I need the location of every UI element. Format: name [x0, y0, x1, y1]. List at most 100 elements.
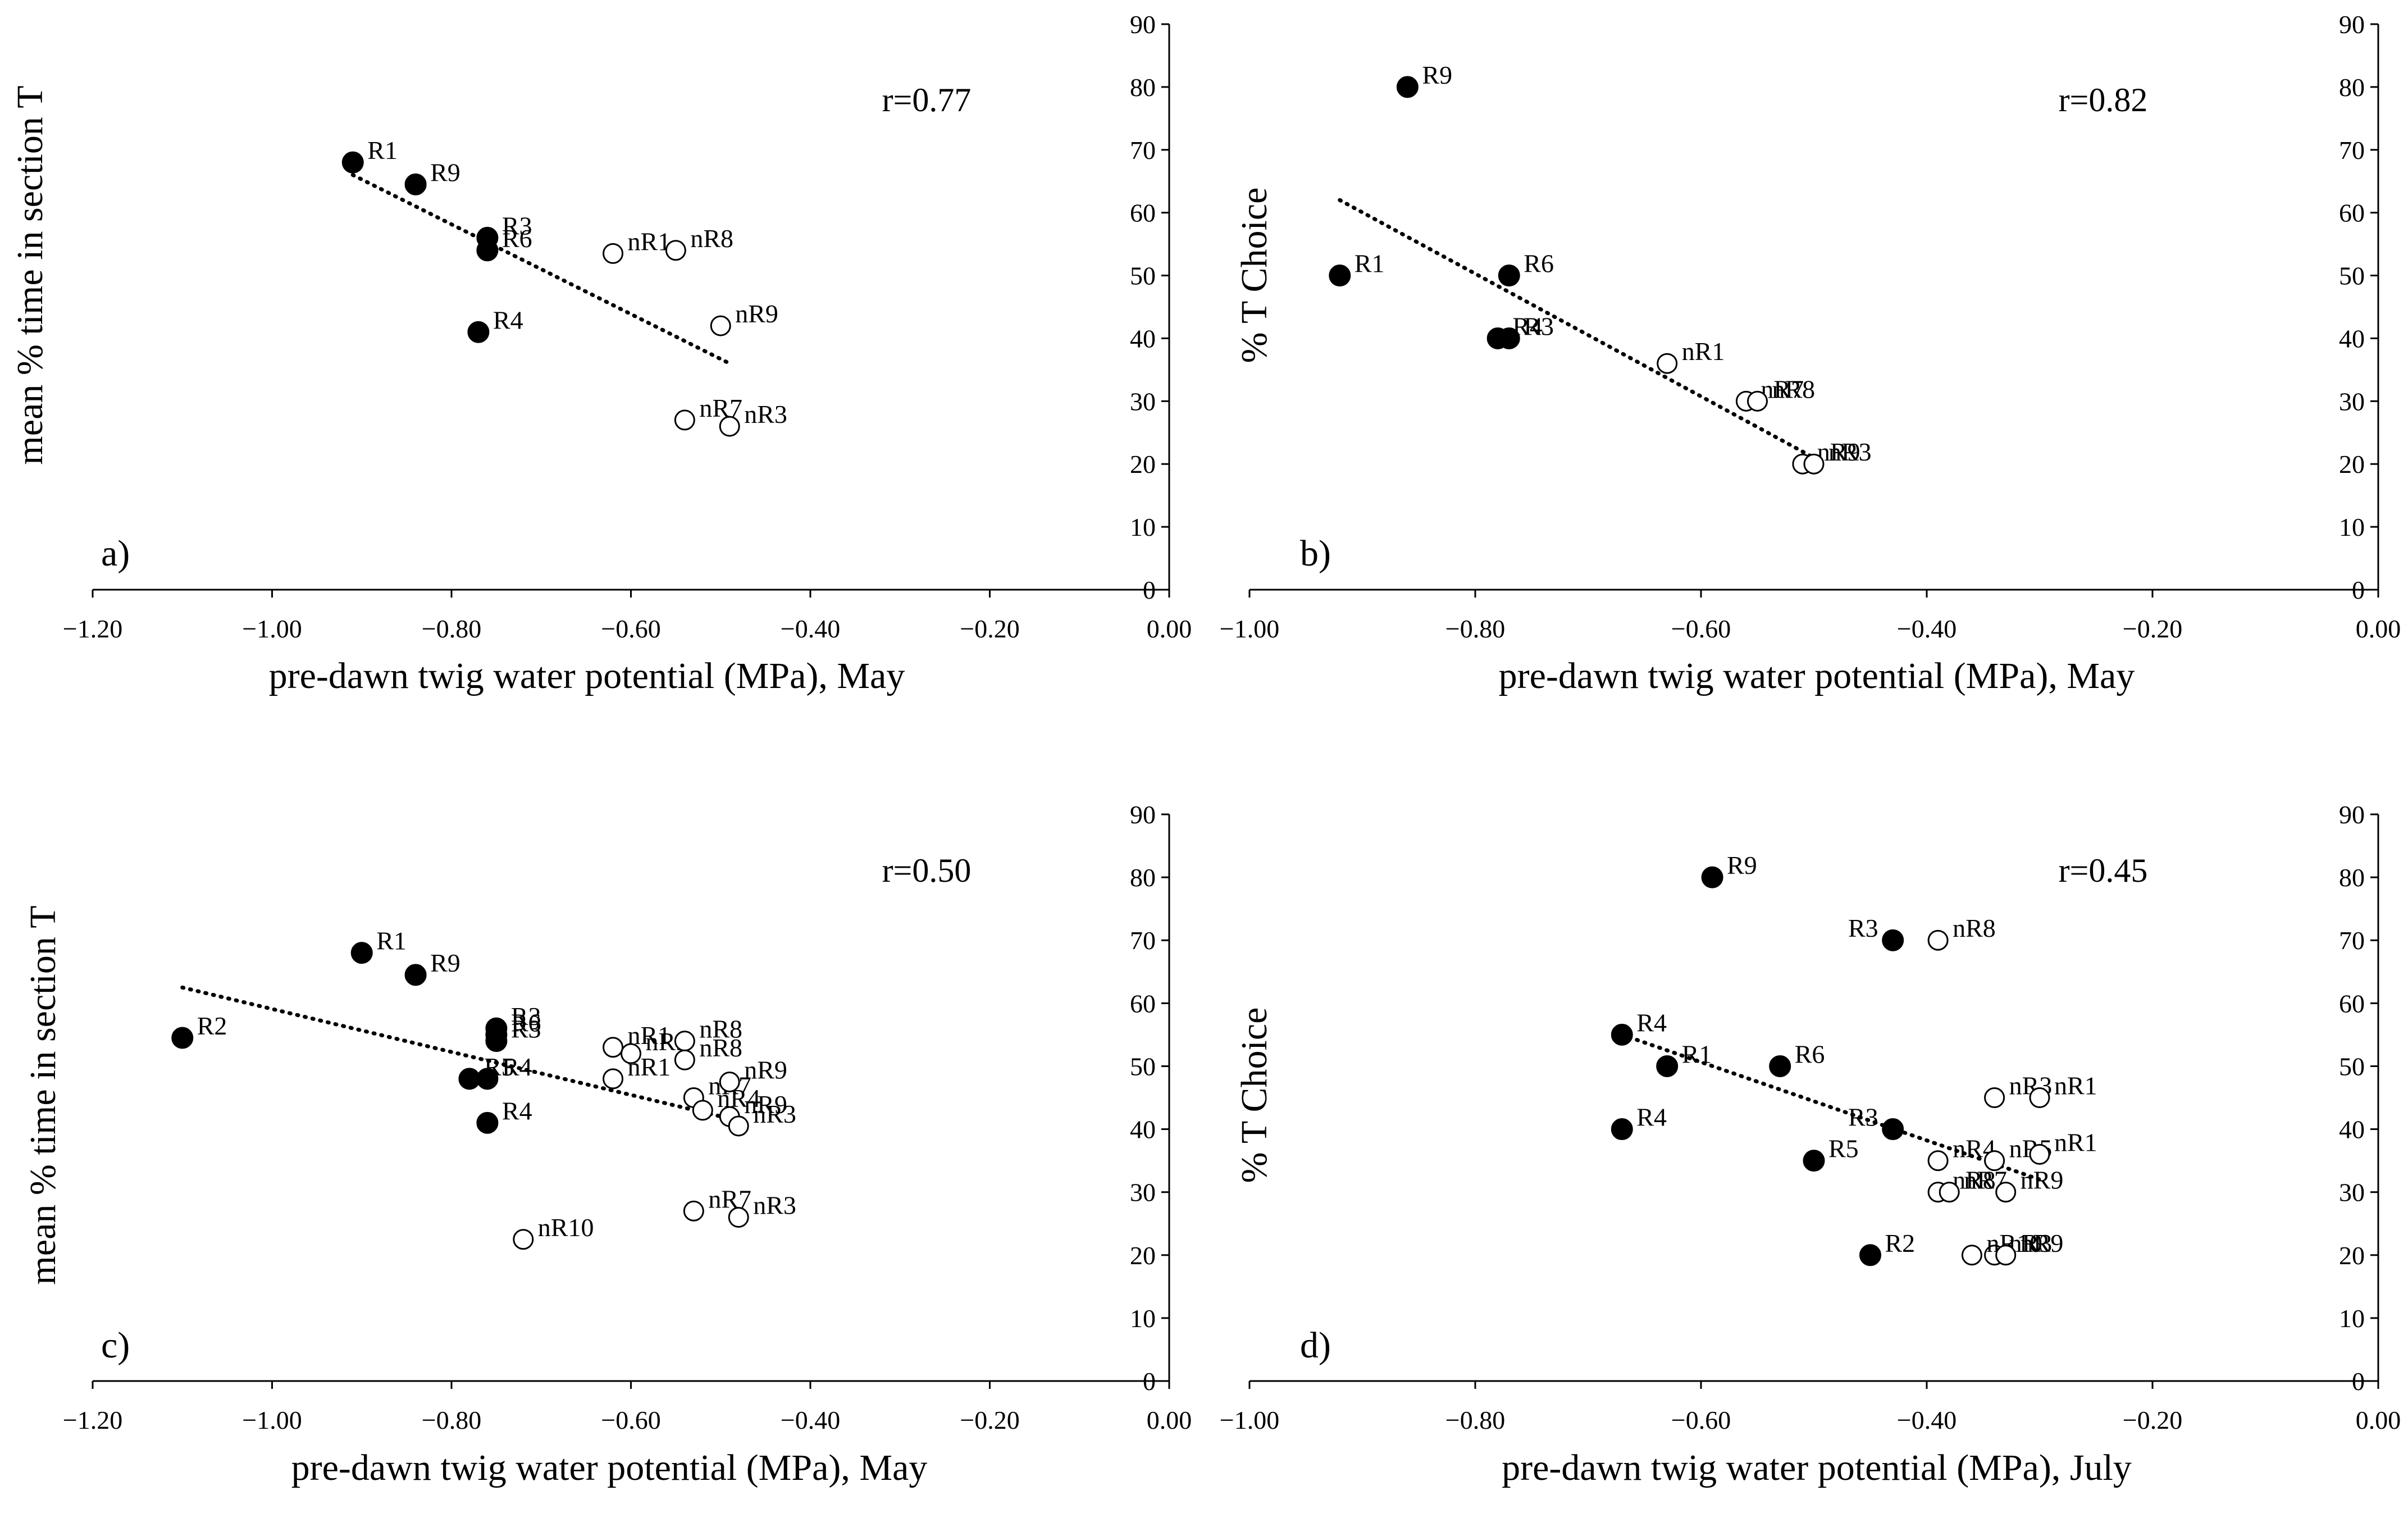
point-label: nR1 — [628, 227, 671, 256]
point-label: nR7 — [1761, 375, 1804, 403]
x-tick-label: −1.00 — [242, 614, 302, 643]
point-label: nR9 — [1817, 438, 1860, 466]
y-tick-label: 60 — [2339, 199, 2365, 227]
y-tick-label: 10 — [2339, 1304, 2365, 1333]
y-tick-label: 20 — [1130, 1241, 1156, 1270]
y-tick-label: 10 — [1130, 513, 1156, 541]
point-label: R2 — [1885, 1229, 1916, 1257]
point-label: nR8 — [1953, 1166, 1996, 1195]
y-tick-label: 40 — [1130, 324, 1156, 353]
y-tick-label: 90 — [1130, 10, 1156, 39]
data-point-nr8 — [1927, 929, 1949, 951]
y-tick-label: 60 — [1130, 989, 1156, 1018]
panel-c: −1.20 −1.00 −0.80 −0.60 −0.40 −0.20 0.00 0 10 20 3… — [22, 800, 1192, 1488]
point-label: nR9 — [2021, 1229, 2064, 1257]
x-tick-label: −1.00 — [1220, 614, 1279, 643]
x-tick-label: −0.80 — [1445, 1406, 1505, 1434]
panel-letter: c) — [101, 1325, 130, 1366]
trendline — [1338, 198, 1816, 460]
y-tick-label: 60 — [2339, 989, 2365, 1018]
point-label: R9 — [1422, 61, 1452, 89]
x-tick-label: −1.20 — [63, 1406, 122, 1434]
y-axis-label: % T Choice — [1234, 188, 1275, 363]
data-point-nr9 — [719, 1071, 740, 1092]
data-point-nr7 — [1939, 1182, 1960, 1203]
data-point-r3 — [1882, 1118, 1904, 1141]
y-tick-label: 50 — [2339, 262, 2365, 290]
point-label: R4 — [502, 1052, 532, 1081]
data-point-nr8 — [674, 1049, 695, 1070]
x-tick-label: −0.40 — [1897, 614, 1956, 643]
y-tick-label: 0 — [1143, 1367, 1156, 1396]
point-label: R1 — [367, 136, 398, 165]
point-label: nR8 — [1953, 914, 1996, 942]
y-tick-label: 70 — [1130, 136, 1156, 165]
trendline — [1620, 1032, 2042, 1182]
correlation-label: r=0.45 — [2059, 852, 2148, 889]
data-point-nr4 — [692, 1100, 713, 1121]
x-tick-label: −0.20 — [2123, 1406, 2182, 1434]
data-point-nr8 — [665, 240, 686, 261]
point-label: R6 — [1795, 1040, 1825, 1068]
panel-b: −1.00 −0.80 −0.60 −0.40 −0.20 0.00 0 10 20 30 40 50… — [1220, 10, 2401, 696]
data-point-nr1 — [603, 1037, 624, 1058]
data-point-nr5 — [1984, 1150, 2005, 1172]
y-tick-label: 80 — [2339, 73, 2365, 102]
data-point-nr5 — [621, 1043, 641, 1064]
data-point-nr1 — [603, 1068, 624, 1090]
data-point-r4 — [476, 1068, 499, 1090]
y-tick-label: 60 — [1130, 199, 1156, 227]
y-tick-label: 70 — [1130, 926, 1156, 955]
y-tick-label: 40 — [2339, 1115, 2365, 1144]
point-label: nR9 — [735, 299, 778, 328]
x-tick-label: 0.00 — [1147, 614, 1192, 643]
point-label: R1 — [1682, 1040, 1712, 1068]
data-point-r9 — [404, 173, 427, 195]
data-point-nr1 — [603, 243, 624, 264]
point-label: R9 — [430, 949, 460, 977]
data-point-r3 — [1498, 327, 1520, 349]
data-point-r4 — [476, 1111, 499, 1134]
x-tick-label: −1.20 — [63, 614, 122, 643]
data-point-nr4 — [1927, 1150, 1949, 1172]
point-label: nR8 — [699, 1033, 742, 1062]
data-point-nr1 — [1657, 353, 1678, 374]
y-tick-label: 50 — [1130, 262, 1156, 290]
y-tick-label: 80 — [1130, 863, 1156, 892]
correlation-label: r=0.50 — [882, 852, 972, 889]
y-tick-label: 0 — [1143, 576, 1156, 604]
data-point-nr8 — [1747, 390, 1768, 412]
y-tick-label: 90 — [2339, 10, 2365, 39]
x-tick-label: −0.80 — [422, 1406, 481, 1434]
data-point-nr10 — [513, 1229, 534, 1250]
point-label: R3 — [1524, 312, 1554, 340]
y-axis-label: mean % time in section T — [10, 85, 51, 464]
data-point-r9 — [1701, 866, 1723, 888]
point-label: nR8 — [699, 1015, 742, 1043]
data-point-r5 — [1803, 1150, 1825, 1172]
y-tick-label: 90 — [2339, 800, 2365, 829]
point-label: nR9 — [744, 1090, 787, 1119]
x-tick-label: −1.00 — [242, 1406, 302, 1434]
point-label: R4 — [1636, 1008, 1667, 1037]
point-label: nR3 — [1828, 438, 1872, 466]
point-label: nR3 — [753, 1100, 796, 1128]
y-tick-label: 80 — [1130, 73, 1156, 102]
y-tick-label: 50 — [1130, 1052, 1156, 1081]
point-label: nR1 — [2054, 1072, 2097, 1100]
x-tick-label: −0.40 — [781, 1406, 840, 1434]
x-axis-label: pre-dawn twig water potential (MPa), May — [1499, 655, 2135, 696]
y-tick-label: 30 — [1130, 1178, 1156, 1207]
point-label: nR7 — [708, 1184, 751, 1213]
data-point-nr10 — [1961, 1245, 1982, 1266]
correlation-label: r=0.82 — [2059, 81, 2148, 119]
data-point-nr7 — [683, 1200, 704, 1222]
x-tick-label: 0.00 — [2356, 614, 2401, 643]
point-label: R1 — [1354, 249, 1385, 278]
point-label: nR8 — [690, 224, 733, 253]
y-tick-label: 10 — [2339, 513, 2365, 541]
data-point-nr9 — [1995, 1245, 2017, 1266]
data-point-nr8 — [674, 1031, 695, 1052]
point-label: nR8 — [1772, 375, 1816, 403]
data-point-r1 — [1656, 1055, 1679, 1077]
